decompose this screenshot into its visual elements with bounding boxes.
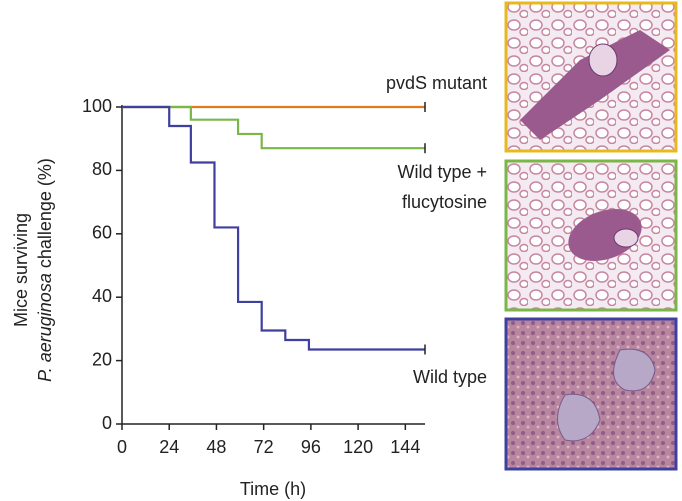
bronchus — [520, 30, 670, 140]
series-label: Wild type — [413, 367, 487, 387]
series-label: flucytosine — [402, 192, 487, 212]
y-tick-label: 0 — [102, 413, 112, 433]
series-label: Wild type + — [397, 162, 487, 182]
y-tick-label: 40 — [92, 286, 112, 306]
y-axis-title-italic: P. aeruginosa — [35, 273, 55, 382]
airway — [557, 393, 601, 442]
x-tick-label: 48 — [206, 437, 226, 457]
series-label: pvdS mutant — [386, 73, 487, 93]
airway — [613, 348, 656, 392]
vessel — [588, 43, 618, 77]
x-axis-title: Time (h) — [240, 479, 306, 499]
bronchus — [568, 208, 642, 262]
x-tick-label: 24 — [159, 437, 179, 457]
histology-panels — [504, 1, 678, 471]
y-axis-title: Mice surviving — [11, 213, 31, 327]
y-axis-title: P. aeruginosa challenge (%) — [35, 158, 55, 382]
x-tick-label: 72 — [254, 437, 274, 457]
y-tick-label: 80 — [92, 159, 112, 179]
survival-line — [122, 105, 425, 351]
y-tick-label: 100 — [82, 96, 112, 116]
y-tick-label: 20 — [92, 349, 112, 369]
vessel — [613, 228, 639, 248]
x-tick-label: 0 — [117, 437, 127, 457]
x-tick-label: 96 — [301, 437, 321, 457]
panel-wild-type — [504, 317, 678, 471]
y-tick-label: 60 — [92, 223, 112, 243]
y-axis-title-rest: challenge (%) — [35, 158, 55, 268]
survival-line — [122, 105, 425, 150]
x-tick-label: 120 — [343, 437, 373, 457]
x-tick-label: 144 — [390, 437, 420, 457]
